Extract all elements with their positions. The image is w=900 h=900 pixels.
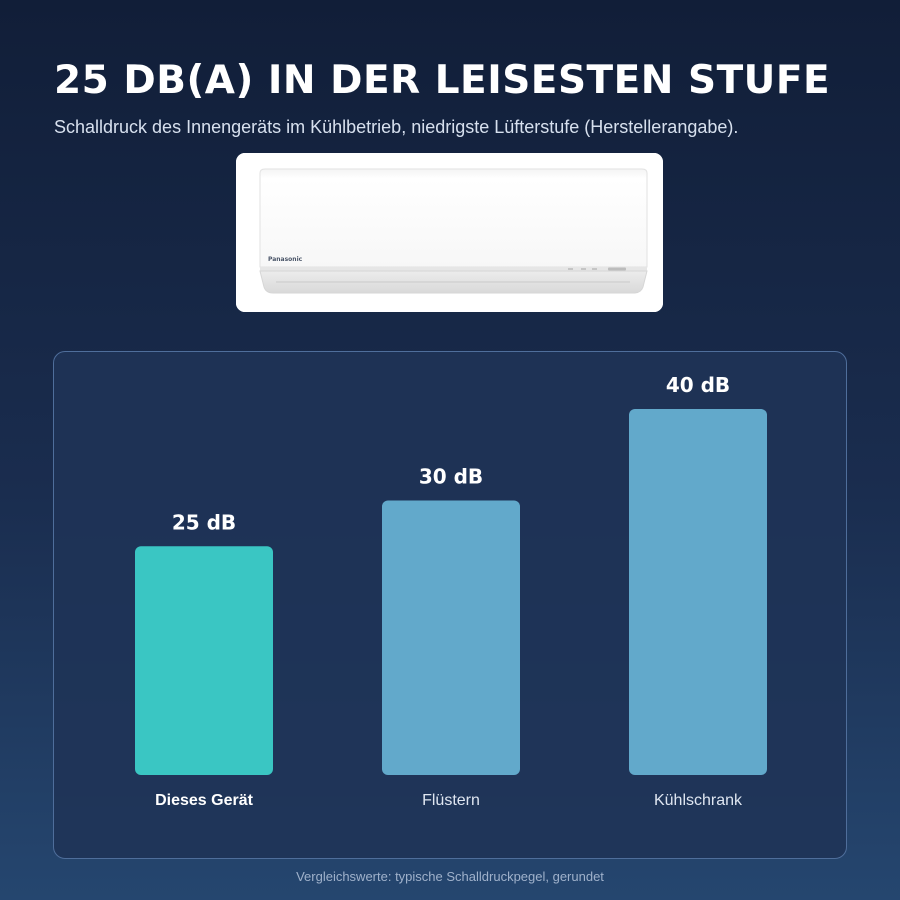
bar-fluestern (382, 500, 520, 775)
subline: Schalldruck des Innengeräts im Kühlbetri… (54, 117, 739, 137)
headline: 25 DB(A) IN DER LEISESTEN STUFE (54, 58, 831, 103)
category-label-kuehlschrank: Kühlschrank (654, 792, 743, 809)
bar-dieses-geraet (135, 546, 273, 775)
category-label-dieses-geraet: Dieses Gerät (155, 792, 254, 809)
bar-kuehlschrank (629, 409, 767, 775)
sound-level-chart: 25 dB Dieses Gerät 30 dB Flüstern 40 dB Kühls… (53, 351, 847, 859)
value-label-fluestern: 30 dB (419, 465, 483, 489)
product-image-card: Panasonic (236, 153, 663, 312)
footnote: Vergleichswerte: typische Schalldruckpeg… (296, 869, 604, 884)
air-conditioner-illustration: Panasonic (236, 153, 663, 312)
value-label-kuehlschrank: 40 dB (666, 373, 730, 397)
category-label-fluestern: Flüstern (422, 792, 480, 809)
value-label-dieses-geraet: 25 dB (172, 510, 236, 534)
bar-chart: 25 dB Dieses Gerät 30 dB Flüstern 40 dB Kühls… (135, 373, 767, 809)
brand-logo: Panasonic (268, 256, 303, 263)
